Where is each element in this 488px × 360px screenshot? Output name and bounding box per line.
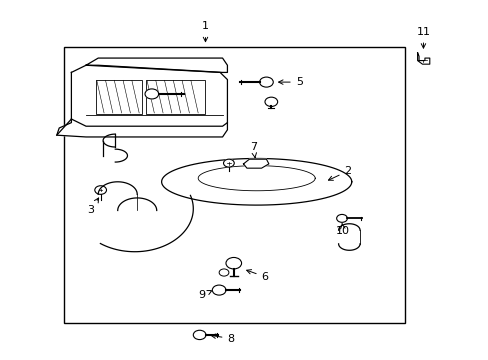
Text: 11: 11 xyxy=(416,27,429,37)
Text: 4: 4 xyxy=(120,90,141,100)
Circle shape xyxy=(193,330,205,339)
Circle shape xyxy=(225,257,241,269)
Bar xyxy=(64,47,405,323)
Polygon shape xyxy=(162,158,351,205)
Text: 5: 5 xyxy=(278,77,302,87)
Circle shape xyxy=(145,89,158,99)
Polygon shape xyxy=(71,65,227,126)
Circle shape xyxy=(336,215,346,222)
Polygon shape xyxy=(243,159,268,168)
Text: 1: 1 xyxy=(202,21,208,31)
Circle shape xyxy=(259,77,273,87)
Circle shape xyxy=(212,285,225,295)
Polygon shape xyxy=(86,58,227,72)
Text: 7: 7 xyxy=(249,142,256,158)
Text: 6: 6 xyxy=(246,270,268,282)
Text: 2: 2 xyxy=(328,166,351,180)
Circle shape xyxy=(264,97,277,107)
Polygon shape xyxy=(417,53,429,64)
Text: 9: 9 xyxy=(198,291,211,301)
Circle shape xyxy=(219,269,228,276)
Text: 8: 8 xyxy=(211,333,234,343)
Polygon shape xyxy=(57,119,227,137)
Text: 10: 10 xyxy=(335,223,349,236)
Circle shape xyxy=(223,159,234,167)
Bar xyxy=(96,80,142,114)
Text: 3: 3 xyxy=(87,198,99,216)
Bar xyxy=(146,80,204,114)
